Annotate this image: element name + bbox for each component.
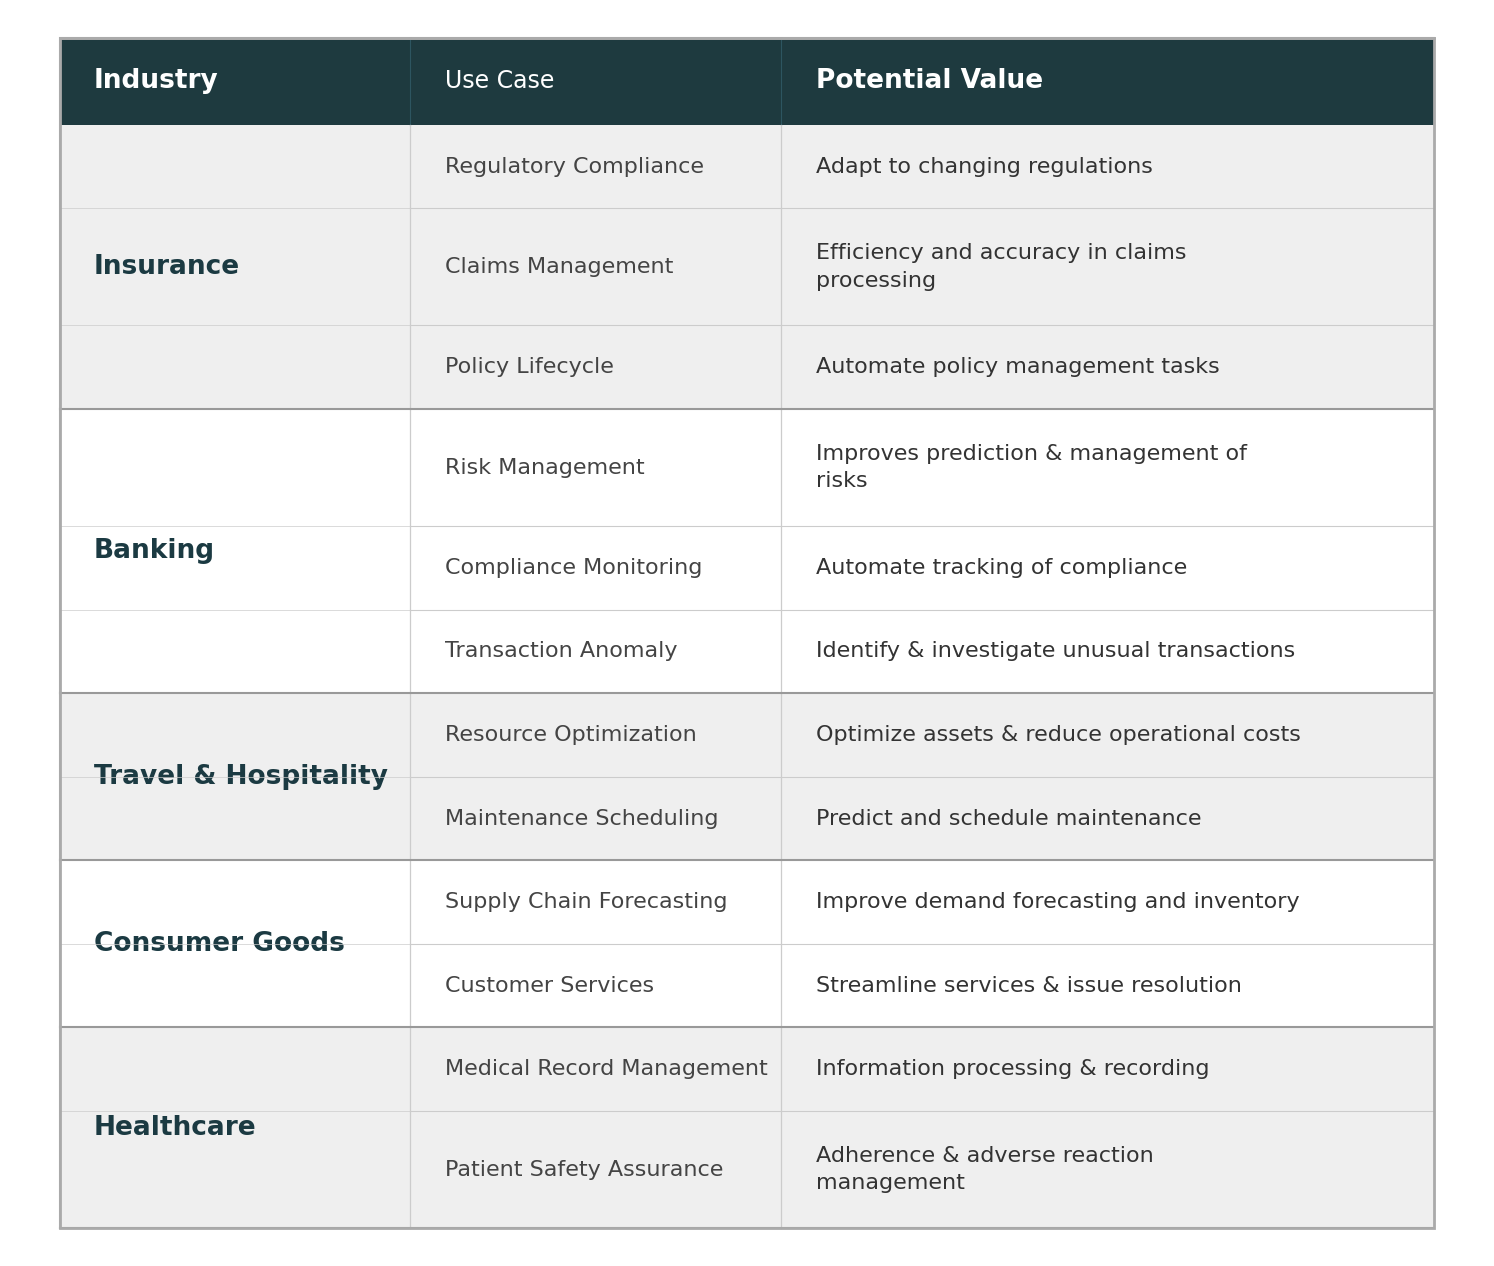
Text: Predict and schedule maintenance: Predict and schedule maintenance <box>816 809 1201 828</box>
Text: Optimize assets & reduce operational costs: Optimize assets & reduce operational cos… <box>816 725 1301 744</box>
Text: Information processing & recording: Information processing & recording <box>816 1060 1209 1079</box>
Text: Use Case: Use Case <box>445 70 554 94</box>
Bar <box>60 1028 1434 1228</box>
Text: Insurance: Insurance <box>94 254 241 280</box>
Text: Identify & investigate unusual transactions: Identify & investigate unusual transacti… <box>816 642 1295 661</box>
Text: Customer Services: Customer Services <box>445 976 654 995</box>
Bar <box>60 38 1434 125</box>
Bar <box>60 694 1434 861</box>
Text: Automate policy management tasks: Automate policy management tasks <box>816 357 1219 377</box>
Text: Travel & Hospitality: Travel & Hospitality <box>94 763 388 790</box>
Text: Resource Optimization: Resource Optimization <box>445 725 696 744</box>
Text: Risk Management: Risk Management <box>445 457 644 477</box>
Text: Efficiency and accuracy in claims
processing: Efficiency and accuracy in claims proces… <box>816 243 1186 290</box>
Bar <box>60 409 1434 694</box>
Text: Banking: Banking <box>94 538 215 565</box>
Text: Improve demand forecasting and inventory: Improve demand forecasting and inventory <box>816 893 1300 912</box>
Text: Regulatory Compliance: Regulatory Compliance <box>445 157 704 177</box>
Text: Supply Chain Forecasting: Supply Chain Forecasting <box>445 893 728 912</box>
Text: Policy Lifecycle: Policy Lifecycle <box>445 357 614 377</box>
Text: Patient Safety Assurance: Patient Safety Assurance <box>445 1160 723 1180</box>
Text: Adapt to changing regulations: Adapt to changing regulations <box>816 157 1152 177</box>
Bar <box>60 125 1434 409</box>
Text: Transaction Anomaly: Transaction Anomaly <box>445 642 677 661</box>
Text: Medical Record Management: Medical Record Management <box>445 1060 768 1079</box>
Text: Adherence & adverse reaction
management: Adherence & adverse reaction management <box>816 1146 1153 1193</box>
Text: Automate tracking of compliance: Automate tracking of compliance <box>816 558 1186 577</box>
Text: Claims Management: Claims Management <box>445 257 672 277</box>
Bar <box>60 861 1434 1028</box>
Text: Streamline services & issue resolution: Streamline services & issue resolution <box>816 976 1242 995</box>
Text: Improves prediction & management of
risks: Improves prediction & management of risk… <box>816 444 1246 491</box>
Text: Healthcare: Healthcare <box>94 1115 257 1141</box>
Text: Potential Value: Potential Value <box>816 68 1043 95</box>
Text: Compliance Monitoring: Compliance Monitoring <box>445 558 702 577</box>
Text: Industry: Industry <box>94 68 220 95</box>
Text: Maintenance Scheduling: Maintenance Scheduling <box>445 809 719 828</box>
Text: Consumer Goods: Consumer Goods <box>94 931 345 957</box>
